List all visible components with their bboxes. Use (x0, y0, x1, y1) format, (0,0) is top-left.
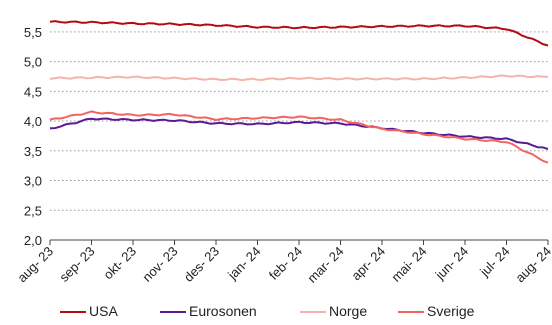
x-tick-label: jan- 24 (224, 244, 263, 283)
y-tick-label: 3,5 (24, 144, 42, 159)
series-line-eurosonen (49, 117, 549, 150)
x-tick-label: sep- 23 (56, 244, 97, 285)
y-tick-label: 5,0 (24, 55, 42, 70)
x-tick-label: mai- 24 (388, 244, 429, 285)
x-tick-label: aug- 24 (512, 244, 552, 286)
x-tick-label: feb- 24 (266, 244, 305, 283)
y-tick-label: 4,0 (24, 114, 42, 129)
x-axis-ticks: aug- 23 sep- 23 okt- 23 nov- 23 des- 23 jan- … (14, 240, 552, 286)
legend-label: USA (89, 303, 118, 319)
legend-label: Norge (329, 303, 367, 319)
legend: USA Eurosonen Norge Sverige (60, 303, 475, 319)
x-tick-label: aug- 23 (14, 244, 56, 286)
y-tick-label: 2,5 (24, 203, 42, 218)
x-tick-label: des- 23 (181, 244, 222, 285)
y-tick-label: 2,0 (24, 233, 42, 248)
series-line-usa (49, 20, 549, 47)
y-axis-ticks: 2,0 2,5 3,0 3,5 4,0 4,5 5,0 5,5 (24, 25, 42, 248)
x-tick-label: mar- 24 (304, 244, 346, 286)
y-tick-label: 4,5 (24, 84, 42, 99)
x-tick-label: jun- 24 (432, 244, 471, 283)
x-tick-label: nov- 23 (139, 244, 180, 285)
series-lines (49, 20, 549, 164)
x-tick-label: okt- 23 (100, 244, 139, 283)
legend-label: Sverige (427, 303, 475, 319)
y-tick-label: 3,0 (24, 174, 42, 189)
x-tick-label: jul- 24 (476, 244, 512, 280)
series-line-norge (49, 74, 549, 82)
y-tick-label: 5,5 (24, 25, 42, 40)
legend-label: Eurosonen (189, 303, 257, 319)
series-line-sverige (49, 110, 549, 164)
x-tick-label: apr- 24 (348, 244, 388, 284)
